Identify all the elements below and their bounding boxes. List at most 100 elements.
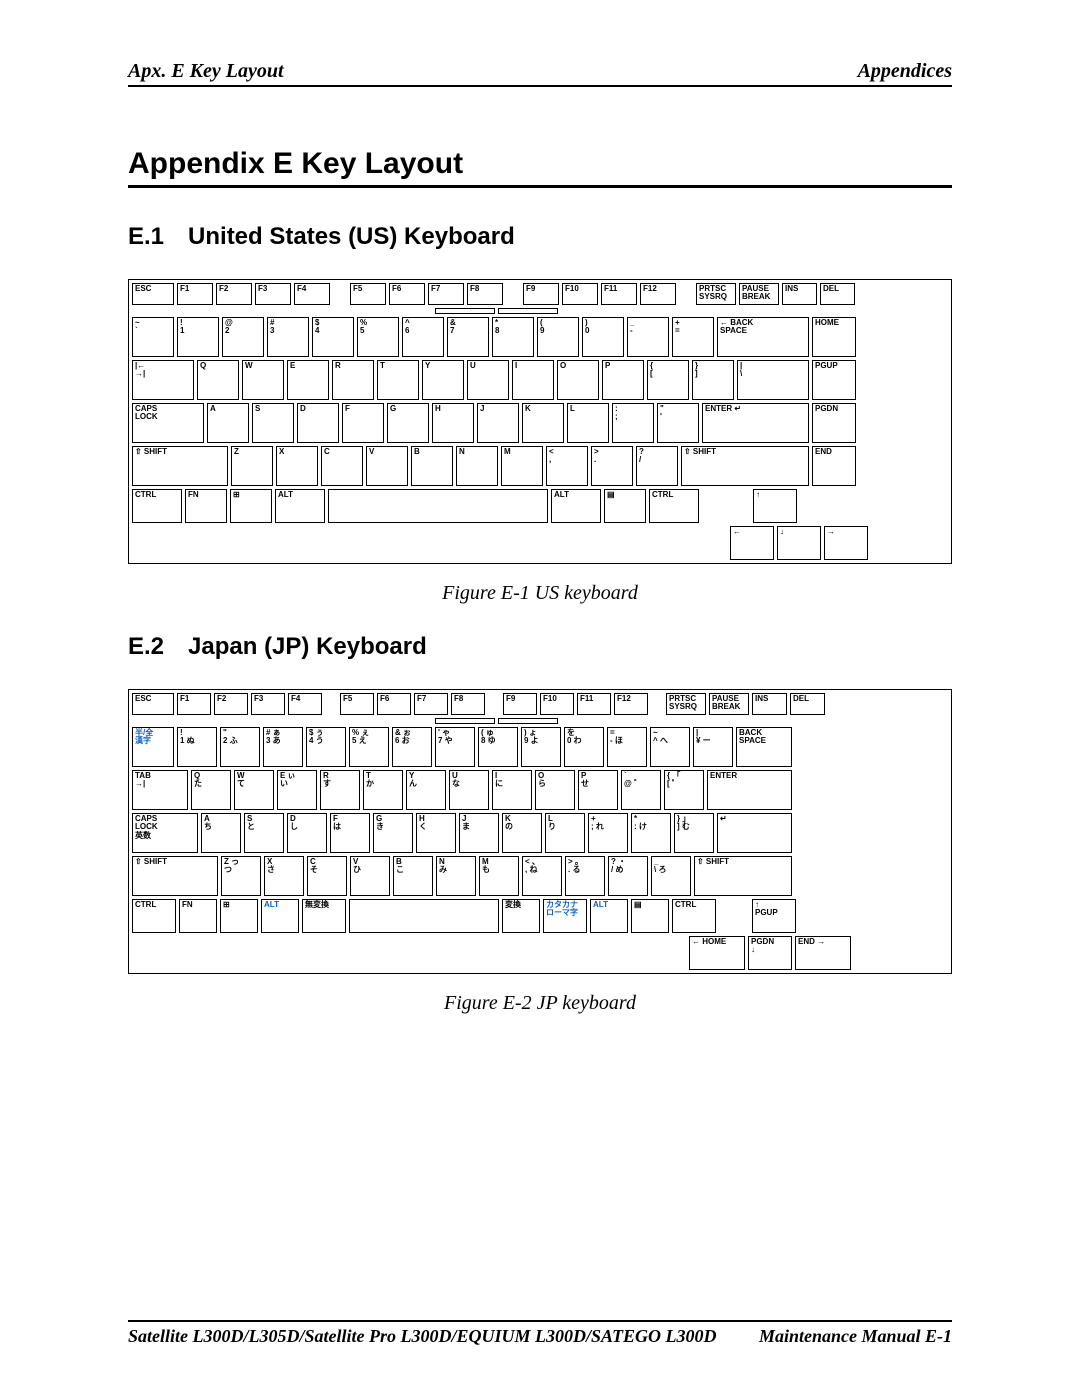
key: INS (782, 283, 817, 305)
key: H く (416, 813, 456, 853)
key: M も (479, 856, 519, 896)
key: HOME (812, 317, 856, 357)
key: ! 1 (177, 317, 219, 357)
section-us-heading: United States (US) Keyboard (188, 223, 515, 250)
key: ⇧ SHIFT (132, 446, 228, 486)
header-right: Appendices (858, 60, 952, 83)
key: PGDN (812, 403, 856, 443)
header-left: Apx. E Key Layout (128, 60, 284, 83)
key: ↑ (753, 489, 797, 523)
key: @ 2 (222, 317, 264, 357)
key: F12 (640, 283, 676, 305)
key: T (377, 360, 419, 400)
key: F8 (451, 693, 485, 715)
key: > 。 . る (565, 856, 605, 896)
key: PAUSE BREAK (709, 693, 749, 715)
key: O (557, 360, 599, 400)
keyboard-strip (435, 308, 495, 314)
key: CAPS LOCK 英数 (132, 813, 198, 853)
key: F8 (467, 283, 503, 305)
key: F2 (214, 693, 248, 715)
jp-keyboard-diagram: ESCF1F2F3F4F5F6F7F8F9F10F11F12PRTSC SYSR… (128, 689, 952, 974)
key: 無変換 (302, 899, 346, 933)
key: F6 (389, 283, 425, 305)
key: ` @ ゛ (621, 770, 661, 810)
key: X さ (264, 856, 304, 896)
key: C そ (307, 856, 347, 896)
key: ~ ` (132, 317, 174, 357)
key: ) 0 (582, 317, 624, 357)
key: 変換 (502, 899, 540, 933)
key: ' ゃ 7 や (435, 727, 475, 767)
key: F5 (340, 693, 374, 715)
key: F9 (503, 693, 537, 715)
appendix-title: Appendix E Key Layout (128, 147, 952, 188)
key: U (467, 360, 509, 400)
key: I に (492, 770, 532, 810)
key: _ - (627, 317, 669, 357)
section-us-title: E.1 United States (US) Keyboard (128, 223, 952, 251)
key: F1 (177, 283, 213, 305)
key: W て (234, 770, 274, 810)
us-keyboard-caption: Figure E-1 US keyboard (128, 582, 952, 605)
key: H (432, 403, 474, 443)
key: ESC (132, 283, 174, 305)
key: ↓ (777, 526, 821, 560)
key: K の (502, 813, 542, 853)
key: ← HOME (689, 936, 745, 970)
key (328, 489, 548, 523)
key: ALT (261, 899, 299, 933)
key: PAUSE BREAK (739, 283, 779, 305)
key: N (456, 446, 498, 486)
key: ↵ (717, 813, 792, 853)
key: ( ゅ 8 ゆ (478, 727, 518, 767)
key: : ; (612, 403, 654, 443)
key: ) ょ 9 よ (521, 727, 561, 767)
key: DEL (790, 693, 825, 715)
key: F2 (216, 283, 252, 305)
key: | ¥ ー (693, 727, 733, 767)
key: R す (320, 770, 360, 810)
key: + = (672, 317, 714, 357)
key: > . (591, 446, 633, 486)
key: # ぁ 3 あ (263, 727, 303, 767)
key: E (287, 360, 329, 400)
key: CTRL (132, 489, 182, 523)
key: W (242, 360, 284, 400)
key: PGDN ↓ (748, 936, 792, 970)
key: ⊞ (220, 899, 258, 933)
key: F10 (562, 283, 598, 305)
key: CTRL (132, 899, 176, 933)
key: ! 1 ぬ (177, 727, 217, 767)
key: { [ (647, 360, 689, 400)
key: Q た (191, 770, 231, 810)
key: カタカナ ローマ字 (543, 899, 587, 933)
key: CTRL (672, 899, 716, 933)
keyboard-strip (498, 308, 558, 314)
key: ⇧ SHIFT (694, 856, 792, 896)
section-us-num: E.1 (128, 223, 164, 250)
key: G き (373, 813, 413, 853)
key: F11 (577, 693, 611, 715)
key: F10 (540, 693, 574, 715)
key: J (477, 403, 519, 443)
key: END (812, 446, 856, 486)
key: ALT (275, 489, 325, 523)
key: S (252, 403, 294, 443)
key: D (297, 403, 339, 443)
key: ▤ (604, 489, 646, 523)
key: PRTSC SYSRQ (666, 693, 706, 715)
key: & 7 (447, 317, 489, 357)
key: ~ ^ へ (650, 727, 690, 767)
key: ^ 6 (402, 317, 444, 357)
key: INS (752, 693, 787, 715)
key: G (387, 403, 429, 443)
key: O ら (535, 770, 575, 810)
key: F7 (414, 693, 448, 715)
key: ( 9 (537, 317, 579, 357)
key: V (366, 446, 408, 486)
key: M (501, 446, 543, 486)
key: C (321, 446, 363, 486)
key: E ぃ い (277, 770, 317, 810)
key: DEL (820, 283, 855, 305)
